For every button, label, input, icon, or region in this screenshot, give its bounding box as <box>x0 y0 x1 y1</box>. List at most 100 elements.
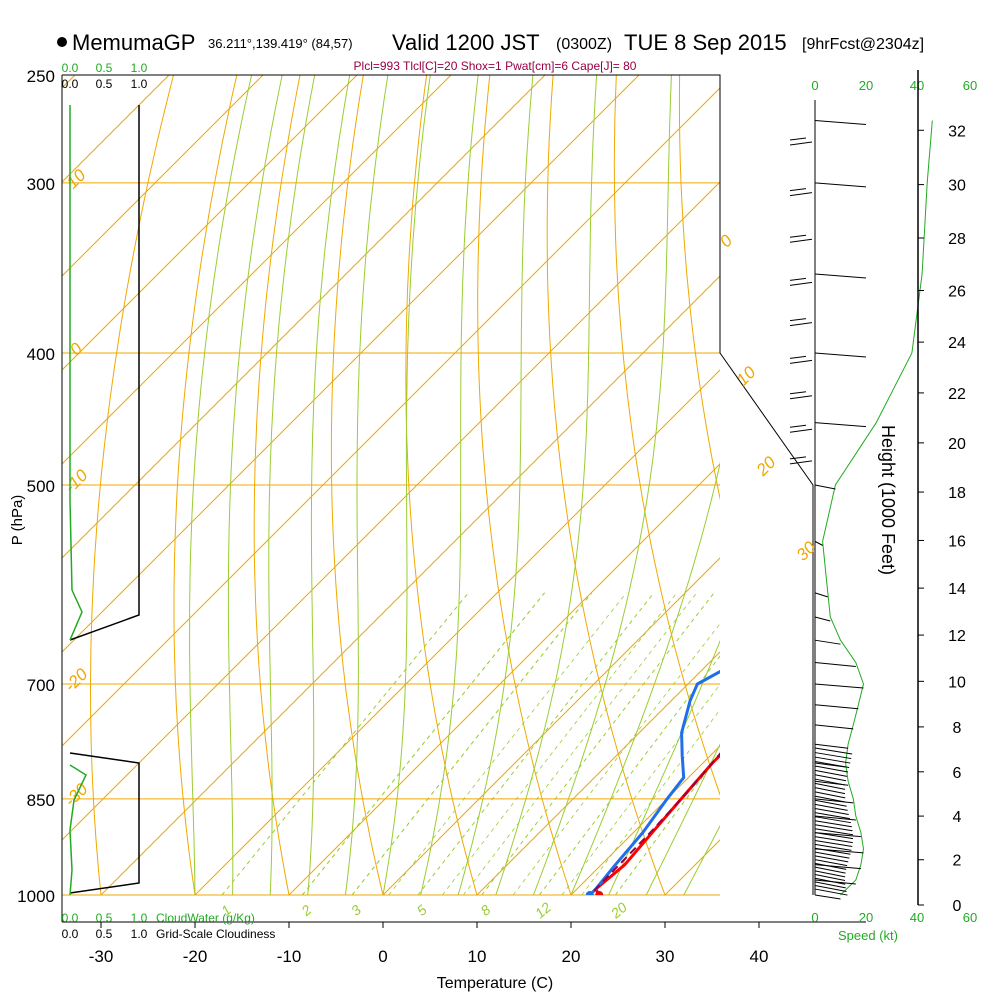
wind-barb <box>814 616 831 622</box>
wind-barb <box>814 743 849 749</box>
wind-barb <box>789 359 813 364</box>
moist-adiabat-line <box>645 743 720 895</box>
x-tick-label: -30 <box>89 947 114 966</box>
cloudiness-top-tick: 0.0 <box>62 77 79 91</box>
cloudiness-lower-line <box>69 752 140 894</box>
moist-adiabat-line <box>268 75 316 895</box>
forecast-info: [9hrFcst@2304z] <box>802 36 924 53</box>
moist-adiabat-line <box>608 639 720 895</box>
wind-barb <box>814 808 849 816</box>
wind-barb <box>814 798 854 804</box>
wind-barb <box>789 395 813 400</box>
dry-adiabat-line <box>678 75 720 501</box>
cloudiness-bottom-tick: 1.0 <box>131 927 148 941</box>
wind-barb <box>814 592 828 598</box>
speed-top-tick: 60 <box>963 78 977 93</box>
height-tick-label: 24 <box>948 335 966 352</box>
pressure-tick-label: 700 <box>27 676 55 695</box>
wind-barb <box>814 881 846 889</box>
moist-adiabat-line <box>532 75 672 895</box>
mixing-ratio-line <box>614 752 720 895</box>
utc-time: (0300Z) <box>556 36 612 53</box>
speed-bottom-tick: 40 <box>910 910 924 925</box>
wind-barb <box>789 428 813 433</box>
dry-adiabat-line <box>330 75 384 895</box>
isotherm-line <box>62 75 264 277</box>
speed-axis-title: Speed (kt) <box>838 928 898 943</box>
wind-barb <box>814 765 849 773</box>
cloudwater-top-tick: 0.0 <box>62 61 79 75</box>
height-tick-label: 28 <box>948 231 966 248</box>
x-axis-title: Temperature (C) <box>437 975 553 992</box>
valid-date: TUE 8 Sep 2015 <box>624 30 787 55</box>
dry-adiabat-line <box>933 75 1000 895</box>
wind-barb <box>814 756 851 764</box>
wind-barb <box>814 484 836 490</box>
mixing-ratio-line <box>351 592 593 895</box>
wind-barb <box>814 683 864 689</box>
wind-barb <box>814 182 867 188</box>
cloudwater-bottom-tick: 0.0 <box>62 911 79 925</box>
wind-barb <box>789 192 813 197</box>
wind-barb <box>814 894 841 900</box>
speed-top-tick: 20 <box>859 78 873 93</box>
temperature-line <box>594 753 720 895</box>
wind-barb <box>789 322 813 327</box>
mixing-ratio-label: 5 <box>414 901 430 918</box>
moist-adiabat-line <box>382 75 431 895</box>
cloudiness-bottom-tick: 0.0 <box>62 927 79 941</box>
height-tick-label: 4 <box>953 809 962 826</box>
wind-barb-feather <box>789 188 807 192</box>
isotherm-line <box>62 75 452 465</box>
mixing-ratio-label: 12 <box>532 899 554 921</box>
valid-time: Valid 1200 JST <box>392 30 540 55</box>
mixing-ratio-line <box>581 709 720 895</box>
dry-adiabat-line <box>253 75 301 895</box>
wind-barb <box>814 540 823 546</box>
height-tick-label: 32 <box>948 123 966 140</box>
moist-adiabat-line <box>307 75 351 895</box>
wind-barb <box>814 273 867 279</box>
isotherm-line <box>382 557 720 895</box>
wind-barb <box>814 761 850 769</box>
mixing-ratio-line <box>388 592 627 895</box>
wind-barb <box>814 816 852 824</box>
cloudwater-top-tick: 1.0 <box>131 61 148 75</box>
height-tick-label: 14 <box>948 581 966 598</box>
height-tick-label: 20 <box>948 436 966 453</box>
wind-barb <box>814 828 853 836</box>
mixing-ratio-line <box>539 655 720 895</box>
cloudwater-upper-line <box>69 105 83 641</box>
dry-adiabat-line <box>173 75 238 895</box>
wind-barb <box>814 782 846 790</box>
isotherm-label: 10 <box>733 362 760 389</box>
wind-barb <box>814 795 846 803</box>
height-tick-label: 16 <box>948 533 966 550</box>
x-tick-label: 40 <box>750 947 769 966</box>
moist-adiabat-line <box>570 461 720 895</box>
wind-barb <box>814 836 853 844</box>
wind-barb <box>789 281 813 286</box>
mixing-ratio-label: 8 <box>477 901 493 918</box>
dewpoint-line <box>588 669 720 895</box>
moist-adiabat-line <box>227 75 283 895</box>
wind-barb <box>814 662 856 668</box>
wind-barb <box>814 884 847 892</box>
wind-barb <box>814 874 846 882</box>
wind-barb <box>814 803 848 811</box>
mixing-ratio-label: 2 <box>297 901 314 919</box>
wind-barb <box>814 769 848 777</box>
station-name: MemumaGP <box>72 30 195 55</box>
wind-barb-feather <box>789 234 807 238</box>
mixing-ratio-line <box>442 592 678 895</box>
station-bullet-icon <box>57 37 67 47</box>
dry-adiabat-line <box>477 75 572 895</box>
speed-top-tick: 0 <box>811 78 818 93</box>
wind-barb-feather <box>789 318 807 322</box>
speed-profile-line <box>822 120 933 896</box>
wind-barb <box>814 859 848 867</box>
cloudiness-upper-line <box>69 105 140 641</box>
wind-barb-feather <box>789 355 807 359</box>
x-tick-label: 30 <box>656 947 675 966</box>
